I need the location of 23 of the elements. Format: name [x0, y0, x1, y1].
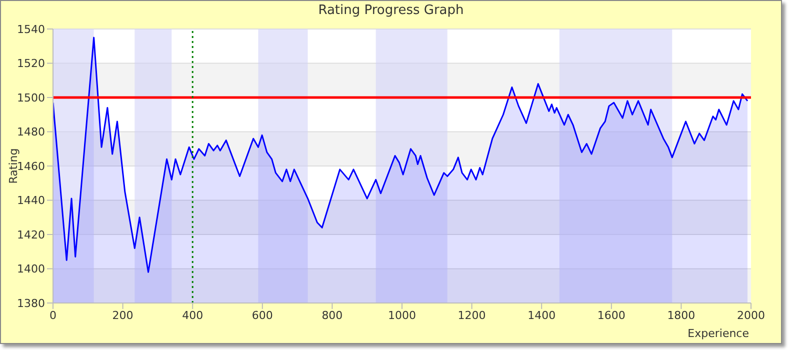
x-tick-label: 600 — [252, 308, 273, 322]
y-tick-label: 1520 — [17, 57, 45, 70]
x-tick-label: 2000 — [737, 308, 765, 322]
chart-title: Rating Progress Graph — [317, 2, 465, 20]
x-axis-title: Experience — [688, 327, 750, 340]
x-tick-label: 400 — [182, 308, 204, 322]
x-tick-label: 1000 — [388, 308, 416, 322]
y-tick-label: 1400 — [17, 262, 45, 276]
x-tick-label: 1600 — [597, 308, 626, 322]
y-tick-label: 1480 — [17, 126, 45, 139]
y-axis-title: Rating — [6, 148, 20, 184]
y-tick-label: 1540 — [17, 22, 45, 36]
x-tick-label: 1800 — [667, 308, 696, 322]
x-tick-label: 0 — [50, 308, 56, 322]
x-tick-label: 800 — [322, 308, 343, 322]
y-tick-label: 1440 — [17, 194, 45, 208]
y-tick-label: 1500 — [17, 91, 45, 104]
x-tick-label: 200 — [112, 308, 134, 322]
y-tick-label: 1460 — [17, 160, 45, 173]
x-tick-label: 1400 — [528, 308, 556, 322]
y-tick-label: 1420 — [17, 228, 45, 242]
x-tick-label: 1200 — [458, 308, 486, 322]
y-tick-label: 1380 — [17, 296, 45, 310]
